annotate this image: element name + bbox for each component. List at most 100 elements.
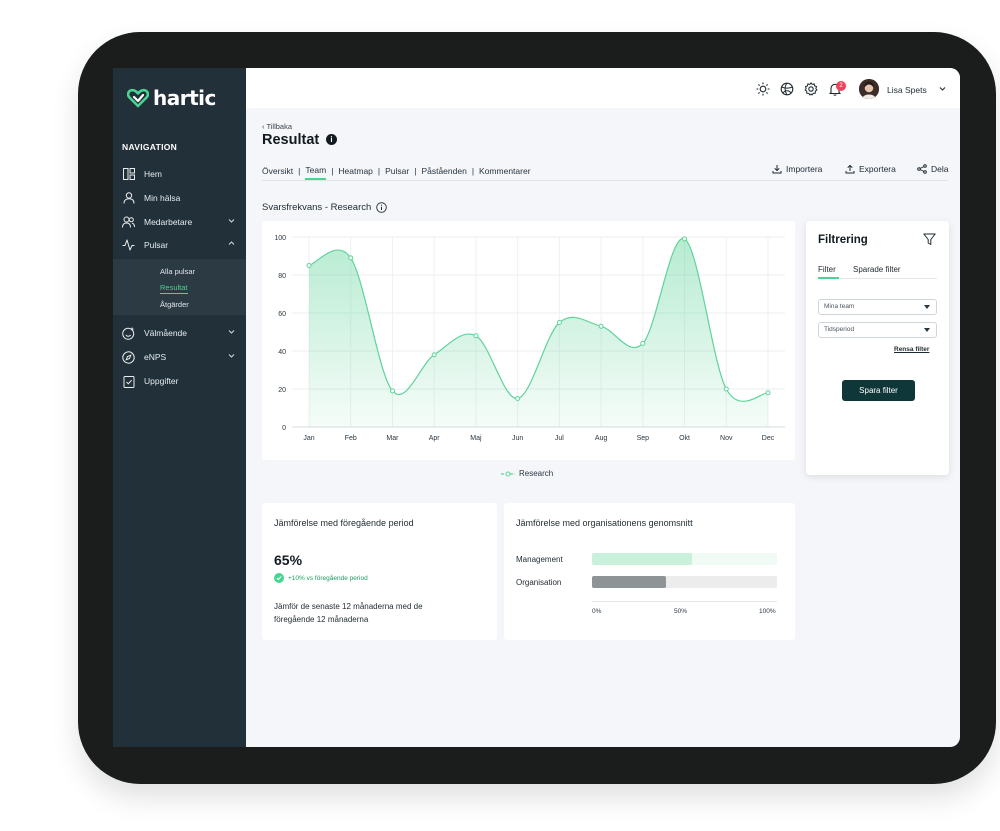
subnav-item-atgarder[interactable]: Åtgärder xyxy=(160,300,189,309)
tab-saved-filters[interactable]: Sparade filter xyxy=(853,265,901,274)
share-button[interactable]: Dela xyxy=(917,164,948,174)
x-tick-label: Sep xyxy=(637,435,650,442)
tab-pulsar[interactable]: Pulsar xyxy=(385,166,410,176)
tab-filter[interactable]: Filter xyxy=(818,265,836,274)
caret-down-icon xyxy=(924,328,930,332)
series-area-research xyxy=(309,238,768,427)
data-point xyxy=(473,333,479,339)
sidebar-item-min-halsa[interactable]: Min hälsa xyxy=(113,187,246,209)
tab-divider: | xyxy=(414,166,417,176)
card-title: Jämförelse med organisationens genomsnit… xyxy=(516,518,693,528)
gear-icon[interactable] xyxy=(804,82,818,96)
sidebar-item-label: Hem xyxy=(144,169,162,179)
funnel-icon[interactable] xyxy=(923,233,936,246)
user-icon xyxy=(122,192,135,205)
page-title: Resultat xyxy=(262,132,320,148)
page-tabs: Översikt | Team | Heatmap | Pulsar | Pås… xyxy=(262,165,531,180)
sidebar-item-hem[interactable]: Hem xyxy=(113,163,246,185)
users-icon xyxy=(122,216,135,229)
chevron-up-icon xyxy=(228,241,235,245)
bar-fill-management xyxy=(592,553,692,565)
save-filter-button[interactable]: Spara filter xyxy=(842,380,915,401)
delta-text: +10% vs föregående period xyxy=(288,574,368,582)
tabs-divider xyxy=(262,180,948,181)
subnav-item-alla-pulsar[interactable]: Alla pulsar xyxy=(160,267,196,276)
x-tick-label: Dec xyxy=(762,435,775,442)
sidebar-item-valmaende[interactable]: Välmående xyxy=(113,322,246,344)
y-tick-label: 20 xyxy=(278,387,286,394)
bar-axis-line xyxy=(592,601,777,602)
previous-period-card: Jämförelse med föregående period 65% +10… xyxy=(262,503,497,640)
dashboard-icon xyxy=(122,168,135,181)
import-label: Importera xyxy=(786,164,823,174)
subnav-item-resultat[interactable]: Resultat xyxy=(160,283,188,294)
data-point xyxy=(389,388,395,394)
axis-tick: 50% xyxy=(674,608,688,615)
globe-icon[interactable] xyxy=(780,82,794,96)
clear-filter-link[interactable]: Rensa filter xyxy=(894,346,930,353)
data-point xyxy=(765,390,771,396)
org-comparison-card: Jämförelse med organisationens genomsnit… xyxy=(504,503,795,640)
sun-icon[interactable] xyxy=(756,82,770,96)
data-point xyxy=(306,263,312,268)
x-tick-label: Aug xyxy=(595,435,608,442)
legend-marker-icon xyxy=(501,471,515,476)
section-title: Svarsfrekvans - Research xyxy=(262,202,388,213)
chevron-down-icon xyxy=(228,354,235,358)
period-select-value: Tidsperiod xyxy=(824,326,855,333)
filter-tab-indicator xyxy=(818,277,839,279)
app-logo[interactable]: hartic xyxy=(127,86,216,110)
tab-team[interactable]: Team xyxy=(305,165,327,180)
x-tick-label: Mar xyxy=(386,435,399,442)
compass-icon xyxy=(122,350,135,364)
pulsar-submenu: Alla pulsar Resultat Åtgärder xyxy=(113,259,246,315)
y-tick-label: 40 xyxy=(278,349,286,356)
sidebar-item-label: Medarbetare xyxy=(144,217,193,227)
export-button[interactable]: Exportera xyxy=(845,164,896,174)
sidebar-item-medarbetare[interactable]: Medarbetare xyxy=(113,211,246,233)
bar-label-organisation: Organisation xyxy=(516,578,562,587)
sidebar-item-label: eNPS xyxy=(144,352,167,362)
sidebar-item-uppgifter[interactable]: Uppgifter xyxy=(113,370,246,392)
card-description: Jämför de senaste 12 månaderna med de fö… xyxy=(274,602,423,624)
data-point xyxy=(640,340,646,346)
x-tick-label: Jan xyxy=(303,435,314,442)
sidebar-item-pulsar[interactable]: Pulsar xyxy=(113,234,246,256)
delta-badge: +10% vs föregående period xyxy=(274,573,368,583)
chevron-down-icon xyxy=(228,219,235,223)
notification-badge: 2 xyxy=(836,81,846,91)
back-label: Tillbaka xyxy=(266,122,293,131)
tab-divider: | xyxy=(471,166,475,176)
user-name[interactable]: Lisa Spets xyxy=(887,85,927,95)
tab-pastaenden[interactable]: Påståenden xyxy=(421,166,467,176)
sidebar-item-label: Pulsar xyxy=(144,240,169,250)
info-circle-icon[interactable] xyxy=(376,202,388,213)
response-rate-chart: 0 20 40 60 80 100 Jan Feb Mar Apr Maj Jun Jul Aug Sep O… xyxy=(274,235,785,442)
tab-kommentarer[interactable]: Kommentarer xyxy=(479,166,531,176)
sidebar-item-label: Välmående xyxy=(144,328,188,338)
filter-panel: Filtrering Filter Sparade filter Mina te… xyxy=(806,221,949,475)
tab-divider: | xyxy=(331,166,334,176)
sidebar-item-enps[interactable]: eNPS xyxy=(113,346,246,368)
tab-heatmap[interactable]: Heatmap xyxy=(338,166,373,176)
chart-legend[interactable]: Research xyxy=(501,469,553,478)
team-select[interactable]: Mina team xyxy=(818,299,937,315)
period-select[interactable]: Tidsperiod xyxy=(818,322,937,338)
data-point xyxy=(348,255,354,261)
y-tick-label: 100 xyxy=(274,235,286,242)
hartic-logo-icon xyxy=(127,88,149,108)
avatar[interactable] xyxy=(859,79,879,99)
info-icon[interactable]: i xyxy=(326,134,337,145)
download-icon xyxy=(772,165,782,174)
import-button[interactable]: Importera xyxy=(772,164,822,174)
data-point xyxy=(556,320,562,325)
axis-tick: 0% xyxy=(592,608,602,615)
tab-oversikt[interactable]: Översikt xyxy=(262,166,294,176)
y-tick-label: 80 xyxy=(278,273,286,280)
share-label: Dela xyxy=(931,164,949,174)
bar-label-management: Management xyxy=(516,555,563,564)
chevron-down-icon[interactable] xyxy=(939,85,946,92)
data-point xyxy=(515,396,521,401)
card-title: Jämförelse med föregående period xyxy=(274,518,414,528)
back-link[interactable]: ‹ Tillbaka xyxy=(262,122,292,131)
